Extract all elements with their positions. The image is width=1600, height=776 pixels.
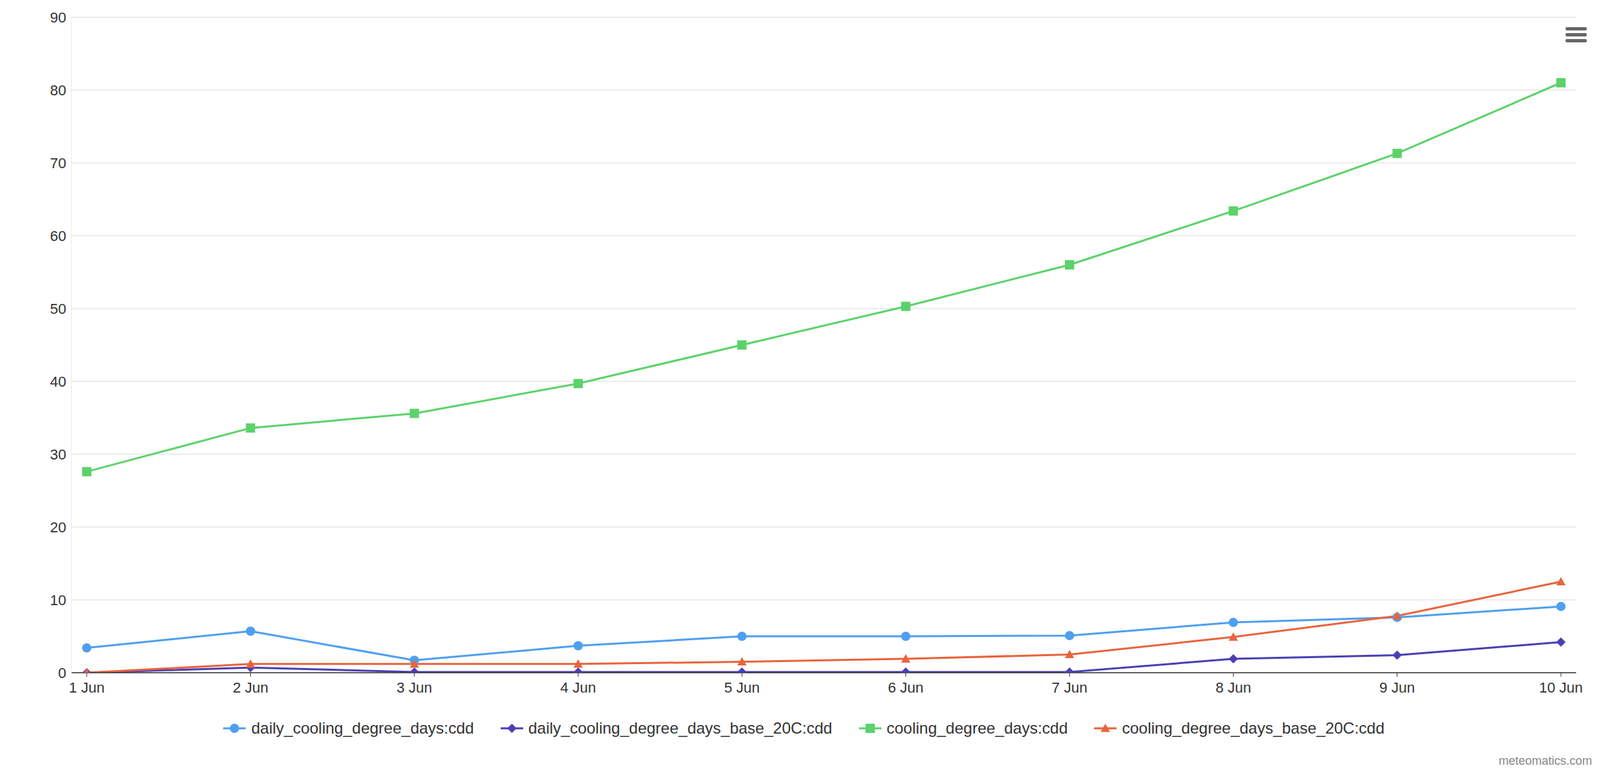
svg-text:6 Jun: 6 Jun (888, 679, 924, 697)
svg-text:4 Jun: 4 Jun (560, 679, 597, 697)
svg-text:7 Jun: 7 Jun (1051, 679, 1088, 697)
html-text:meteomatics.com: meteomatics.com (1498, 754, 1593, 768)
svg-text:90: 90 (50, 9, 67, 26)
html-text:cooling_degree_days:cdd: cooling_degree_days:cdd (886, 719, 1068, 738)
html-text:daily_cooling_degree_days:cdd: daily_cooling_degree_days:cdd (251, 719, 474, 738)
svg-text:3 Jun: 3 Jun (396, 679, 433, 697)
svg-text:9 Jun: 9 Jun (1379, 679, 1416, 697)
svg-text:70: 70 (50, 154, 67, 172)
svg-text:10 Jun: 10 Jun (1539, 679, 1583, 697)
svg-text:30: 30 (50, 446, 67, 463)
svg-text:1 Jun: 1 Jun (68, 679, 105, 697)
html-text:daily_cooling_degree_days_base: daily_cooling_degree_days_base_20C:cdd (528, 719, 833, 738)
svg-text:2 Jun: 2 Jun (232, 679, 269, 697)
svg-text:50: 50 (50, 300, 67, 318)
svg-text:60: 60 (50, 227, 67, 245)
svg-text:10: 10 (50, 592, 67, 609)
svg-text:20: 20 (50, 519, 67, 536)
html-text:cooling_degree_days_base_20C:c: cooling_degree_days_base_20C:cdd (1122, 719, 1385, 738)
svg-text:8 Jun: 8 Jun (1215, 679, 1251, 697)
svg-text:80: 80 (50, 82, 67, 99)
svg-text:40: 40 (50, 373, 67, 391)
svg-text:5 Jun: 5 Jun (723, 679, 760, 697)
svg-text:0: 0 (58, 664, 67, 682)
